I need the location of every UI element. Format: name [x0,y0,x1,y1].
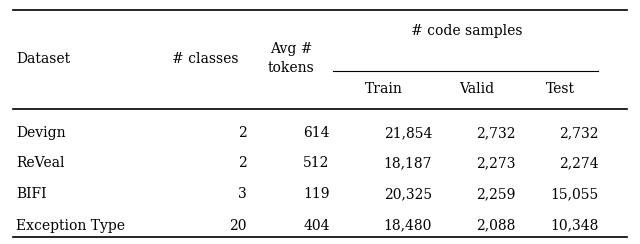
Text: 2,088: 2,088 [476,219,515,233]
Text: 21,854: 21,854 [383,126,432,140]
Text: 614: 614 [303,126,330,140]
Text: ReVeal: ReVeal [16,156,65,171]
Text: 2,259: 2,259 [476,187,515,201]
Text: Dataset: Dataset [16,51,70,66]
Text: # code samples: # code samples [412,23,523,38]
Text: 3: 3 [237,187,246,201]
Text: 18,480: 18,480 [383,219,432,233]
Text: Devign: Devign [16,126,66,140]
Text: Avg #
tokens: Avg # tokens [268,42,315,75]
Text: 2,274: 2,274 [559,156,598,171]
Text: Exception Type: Exception Type [16,219,125,233]
Text: 2,273: 2,273 [476,156,515,171]
Text: 2: 2 [237,126,246,140]
Text: 2,732: 2,732 [476,126,515,140]
Text: 119: 119 [303,187,330,201]
Text: # classes: # classes [172,51,238,66]
Text: 10,348: 10,348 [550,219,598,233]
Text: Test: Test [545,82,575,96]
Text: 512: 512 [303,156,330,171]
Text: Valid: Valid [460,82,494,96]
Text: 20: 20 [229,219,246,233]
Text: 2,732: 2,732 [559,126,598,140]
Text: 404: 404 [303,219,330,233]
Text: 20,325: 20,325 [384,187,432,201]
Text: 15,055: 15,055 [550,187,598,201]
Text: 18,187: 18,187 [383,156,432,171]
Text: 2: 2 [237,156,246,171]
Text: BIFI: BIFI [16,187,47,201]
Text: Train: Train [365,82,403,96]
